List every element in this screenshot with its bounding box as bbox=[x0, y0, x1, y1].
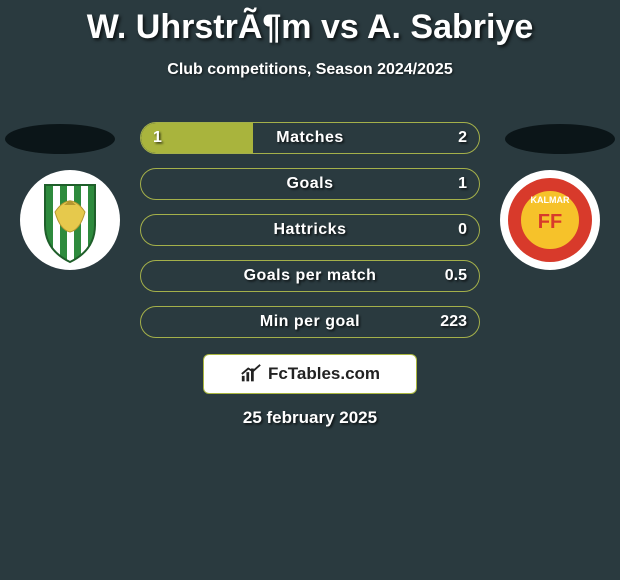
shadow-ellipse-left bbox=[5, 124, 115, 154]
stat-row-hattricks: Hattricks 0 bbox=[140, 214, 480, 246]
page-title: W. UhrstrÃ¶m vs A. Sabriye bbox=[0, 0, 620, 47]
logo-right-sub: FF bbox=[538, 211, 562, 233]
stat-right-value: 0 bbox=[458, 215, 467, 245]
stat-label: Hattricks bbox=[141, 215, 479, 245]
shield-icon bbox=[20, 170, 120, 270]
stat-label: Goals per match bbox=[141, 261, 479, 291]
logo-right-text: KALMAR bbox=[531, 195, 570, 205]
team-logo-right: KALMAR FF bbox=[500, 170, 600, 270]
stat-label: Min per goal bbox=[141, 307, 479, 337]
chart-icon bbox=[240, 363, 262, 385]
stat-right-value: 223 bbox=[440, 307, 467, 337]
team-logo-left bbox=[20, 170, 120, 270]
stat-rows: 1 Matches 2 Goals 1 Hattricks 0 Goals pe… bbox=[140, 122, 480, 352]
page-subtitle: Club competitions, Season 2024/2025 bbox=[0, 61, 620, 79]
stat-right-value: 2 bbox=[458, 123, 467, 153]
stat-row-goals-per-match: Goals per match 0.5 bbox=[140, 260, 480, 292]
brand-box: FcTables.com bbox=[203, 354, 417, 394]
date-text: 25 february 2025 bbox=[0, 408, 620, 428]
stat-label: Goals bbox=[141, 169, 479, 199]
stat-label: Matches bbox=[141, 123, 479, 153]
comparison-infographic: W. UhrstrÃ¶m vs A. Sabriye Club competit… bbox=[0, 0, 620, 580]
badge-icon: KALMAR FF bbox=[500, 170, 600, 270]
stat-right-value: 1 bbox=[458, 169, 467, 199]
stat-right-value: 0.5 bbox=[445, 261, 467, 291]
stat-row-matches: 1 Matches 2 bbox=[140, 122, 480, 154]
stat-row-goals: Goals 1 bbox=[140, 168, 480, 200]
stat-row-min-per-goal: Min per goal 223 bbox=[140, 306, 480, 338]
shadow-ellipse-right bbox=[505, 124, 615, 154]
brand-text: FcTables.com bbox=[268, 364, 380, 384]
